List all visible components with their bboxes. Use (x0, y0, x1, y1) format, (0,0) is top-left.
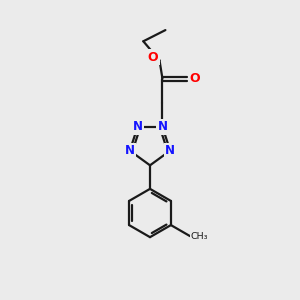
Text: N: N (165, 144, 175, 157)
Text: N: N (158, 121, 167, 134)
Text: O: O (148, 51, 158, 64)
Text: CH₃: CH₃ (190, 232, 208, 241)
Text: O: O (190, 72, 200, 85)
Text: N: N (133, 121, 142, 134)
Text: N: N (125, 144, 135, 157)
